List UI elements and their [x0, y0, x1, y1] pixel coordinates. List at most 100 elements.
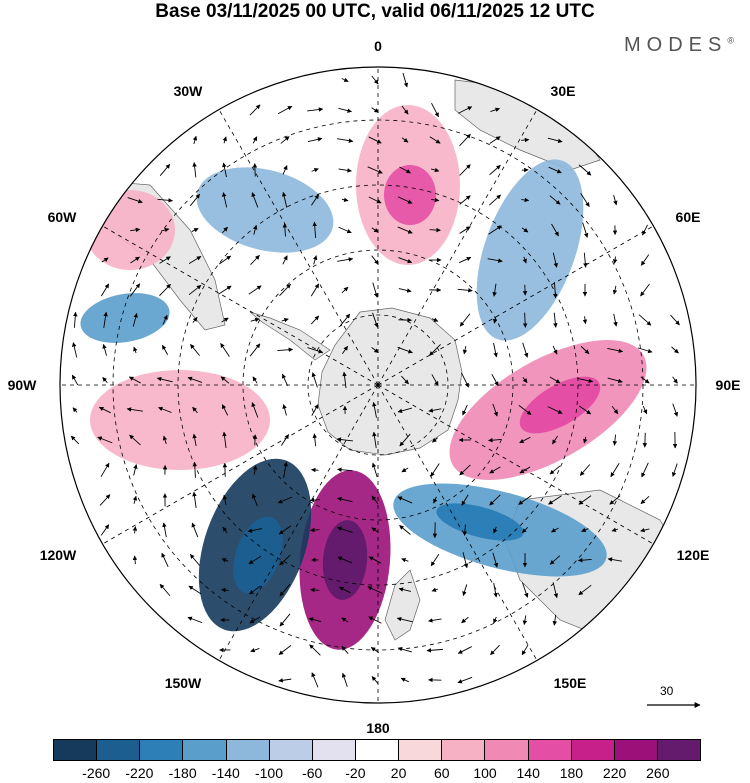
wind-arrow [578, 495, 592, 505]
wind-arrow [282, 165, 288, 175]
wind-arrow [493, 616, 498, 624]
wind-arrow [401, 105, 409, 115]
wind-arrow [430, 553, 440, 567]
wind-arrow [162, 314, 168, 325]
wind-arrow [612, 285, 618, 295]
wind-arrow [282, 255, 288, 265]
wind-arrow [521, 527, 529, 533]
wind-arrow [192, 135, 198, 144]
wind-arrow [162, 435, 168, 445]
lon-label-120e: 120E [677, 547, 710, 563]
colorbar-swatch-14 [657, 740, 701, 760]
wind-arrow [430, 167, 440, 173]
wind-arrow [577, 557, 592, 563]
wind-arrow [642, 224, 648, 236]
wind-arrow [161, 344, 169, 355]
wind-arrow [277, 496, 293, 504]
wind-arrow [341, 197, 349, 202]
wind-arrow [640, 376, 650, 384]
wind-arrow [492, 403, 498, 417]
wind-arrow [429, 344, 441, 356]
colorbar-tick-label: 20 [390, 765, 407, 781]
wind-arrow [401, 137, 409, 143]
wind-arrow [310, 587, 320, 593]
wind-arrow [371, 527, 379, 533]
registered-mark: ® [727, 35, 734, 46]
colorbar-swatch-5 [269, 740, 313, 760]
colorbar-tick-label: 180 [559, 765, 584, 781]
wind-arrow [221, 558, 229, 563]
wind-arrow [583, 252, 588, 268]
wind-arrow [337, 496, 353, 503]
wind-arrow [222, 494, 228, 505]
wind-arrow [399, 525, 411, 535]
colorbar-tick-label: -140 [211, 765, 240, 781]
wind-arrow [488, 437, 502, 443]
wind-arrow [278, 645, 292, 655]
latitude-circle [242, 249, 514, 521]
wind-arrow [221, 404, 229, 416]
colorbar-tick-label: -180 [168, 765, 197, 781]
wind-arrow [310, 283, 320, 297]
brand-text: MODES [624, 34, 728, 56]
wind-arrow [493, 582, 498, 598]
wind-arrow [672, 403, 679, 417]
wind-arrow [582, 316, 588, 325]
wind-arrow [398, 257, 413, 264]
wind-arrow [307, 347, 324, 354]
map-title: Base 03/11/2025 00 UTC, valid 06/11/2025… [155, 1, 595, 22]
wind-arrow [98, 406, 111, 414]
wind-arrow [372, 312, 379, 328]
wind-arrow [338, 586, 351, 594]
wind-arrow [640, 254, 650, 266]
wind-arrow [132, 495, 138, 504]
wind-arrow [250, 648, 260, 653]
wind-arrow [337, 257, 354, 262]
wind-arrow [522, 312, 528, 328]
colorbar-tick-label: 260 [646, 765, 670, 781]
wind-arrow [547, 137, 563, 143]
wind-arrow [490, 644, 500, 656]
wind-arrow [397, 196, 413, 204]
wind-arrow [459, 164, 471, 176]
wind-arrow [100, 462, 110, 478]
meridian-line [377, 225, 654, 386]
wind-arrow [71, 342, 78, 358]
lon-label-150w: 150W [165, 675, 202, 691]
wind-arrow [431, 587, 439, 592]
lon-label-180: 180 [366, 720, 390, 736]
wind-arrow [371, 462, 378, 478]
new-zealand-land [384, 569, 421, 641]
wind-arrow [130, 256, 140, 264]
wind-arrow [337, 526, 353, 533]
wind-arrow [461, 372, 469, 388]
wind-arrow [277, 105, 293, 115]
wind-arrow [577, 377, 594, 383]
wind-arrow [548, 495, 562, 505]
wind-arrow [613, 313, 618, 327]
wind-arrow [431, 103, 439, 118]
wind-arrow [132, 526, 138, 534]
wind-arrow [461, 616, 469, 624]
anomaly-pos-60w [85, 190, 175, 270]
wind-arrow [219, 255, 232, 265]
wind-arrow [252, 493, 258, 507]
wind-arrow [102, 343, 107, 356]
wind-arrow [159, 256, 171, 264]
wind-arrow [222, 526, 228, 534]
wind-arrow [309, 497, 320, 503]
wind-arrow [248, 555, 262, 565]
wind-arrow [401, 467, 409, 473]
wind-arrow [312, 433, 318, 447]
wind-arrow [487, 258, 503, 263]
wind-arrow [457, 106, 473, 114]
wind-arrow [607, 557, 623, 562]
wind-arrow [461, 494, 469, 506]
wind-arrow [70, 435, 80, 445]
wind-arrow [341, 77, 349, 82]
wind-arrow [490, 107, 500, 112]
wind-arrow [222, 136, 227, 144]
wind-arrow [367, 586, 383, 594]
wind-arrow [671, 463, 678, 477]
wind-arrow [133, 346, 138, 354]
